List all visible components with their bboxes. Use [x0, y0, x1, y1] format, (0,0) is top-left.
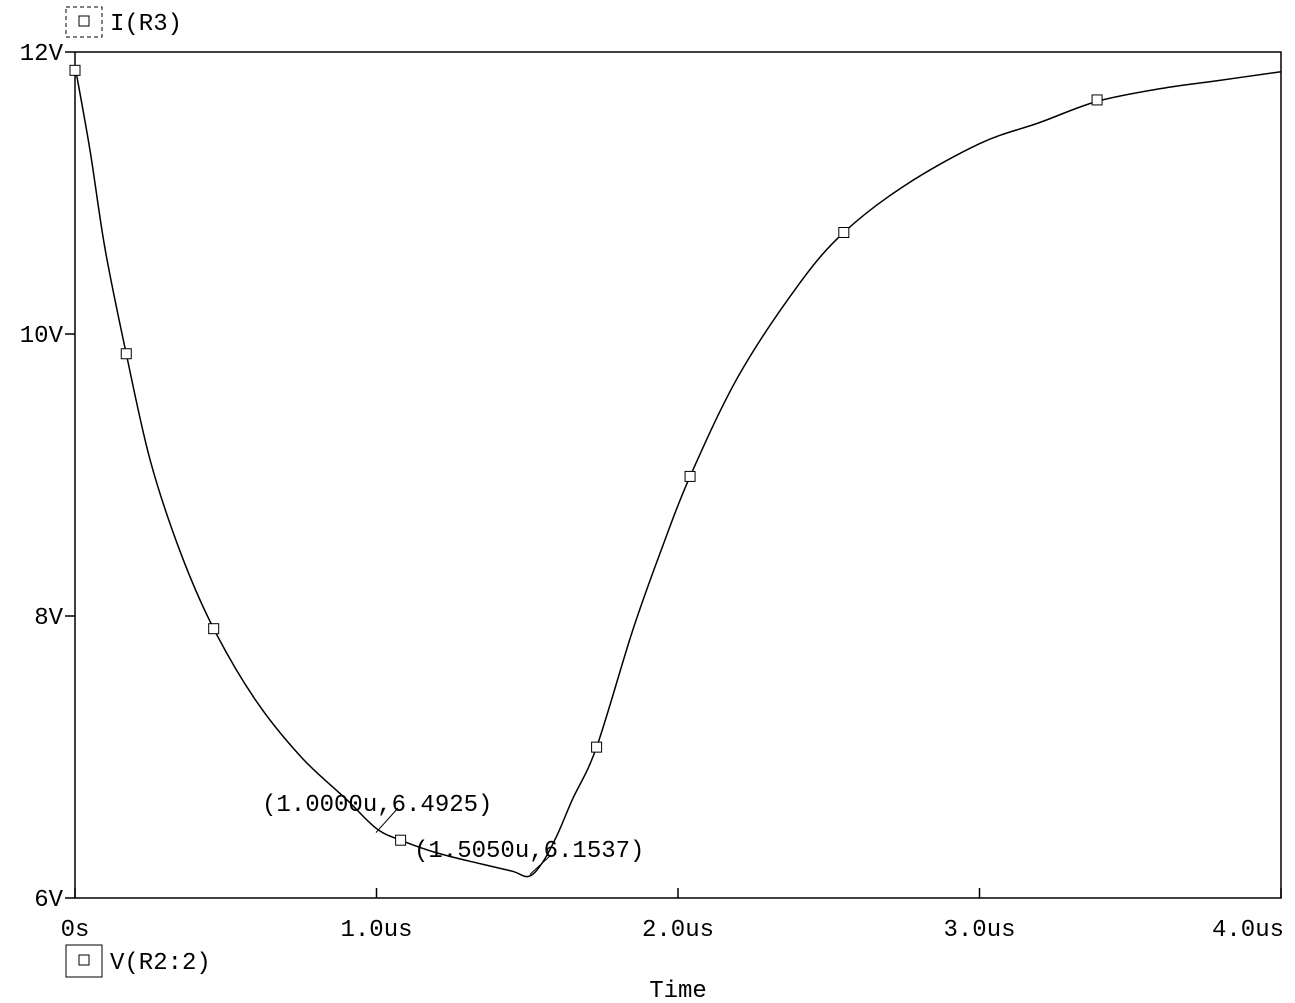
annotation-leader	[529, 854, 552, 875]
plot-frame	[74, 51, 1282, 899]
y-tick-label: 12V	[20, 41, 64, 68]
x-tick-label: 1.0us	[340, 917, 412, 944]
trace-marker	[69, 64, 81, 76]
x-tick-label: 0s	[61, 917, 90, 944]
trace-marker	[591, 741, 603, 753]
y-tick-label: 10V	[20, 323, 64, 350]
annotation-label: (1.0000u,6.4925)	[262, 792, 492, 819]
trace-marker	[838, 226, 850, 238]
legend-bottom-box	[65, 944, 103, 978]
annotation-leader	[375, 807, 399, 833]
legend-top-box	[65, 6, 103, 38]
trace-marker	[1091, 94, 1103, 106]
legend-top[interactable]: I(R3)	[65, 6, 182, 38]
y-axis-ticks: 6V 8V 10V 12V	[20, 41, 75, 914]
trace-markers	[69, 64, 1103, 846]
y-tick-label: 8V	[34, 605, 63, 632]
x-axis-ticks: 0s 1.0us 2.0us 3.0us 4.0us	[61, 888, 1284, 944]
cursor-annotations: (1.0000u,6.4925) (1.5050u,6.1537)	[262, 792, 644, 875]
trace-marker	[208, 623, 220, 635]
trace-marker	[395, 834, 407, 846]
trace-marker	[120, 348, 132, 360]
annotation-label: (1.5050u,6.1537)	[414, 838, 644, 865]
legend-bottom[interactable]: V(R2:2)	[65, 944, 211, 978]
series-line	[74, 65, 1282, 878]
legend-top-label: I(R3)	[110, 11, 182, 38]
legend-bottom-marker-icon	[78, 954, 90, 966]
legend-bottom-label: V(R2:2)	[110, 950, 211, 977]
y-tick-label: 6V	[34, 887, 63, 914]
x-tick-label: 4.0us	[1212, 917, 1284, 944]
x-tick-label: 2.0us	[642, 917, 714, 944]
legend-top-marker-icon	[78, 15, 90, 27]
trace-marker	[684, 470, 696, 482]
x-axis-label: Time	[649, 978, 707, 1003]
x-tick-label: 3.0us	[943, 917, 1015, 944]
